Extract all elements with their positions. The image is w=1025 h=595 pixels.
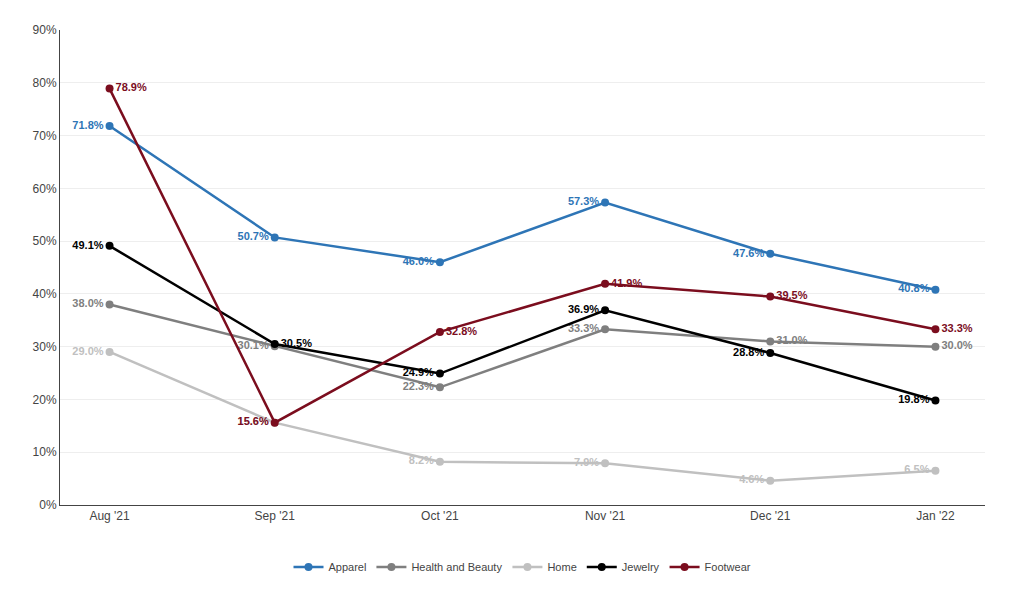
svg-text:90%: 90% bbox=[33, 23, 57, 37]
svg-text:Nov '21: Nov '21 bbox=[585, 509, 626, 523]
svg-text:57.3%: 57.3% bbox=[568, 195, 599, 207]
svg-text:71.8%: 71.8% bbox=[72, 119, 103, 131]
svg-text:30%: 30% bbox=[33, 340, 57, 354]
svg-text:Jan '22: Jan '22 bbox=[916, 509, 955, 523]
svg-text:15.6%: 15.6% bbox=[238, 415, 269, 427]
svg-text:Aug '21: Aug '21 bbox=[89, 509, 130, 523]
svg-text:40.8%: 40.8% bbox=[898, 282, 929, 294]
svg-text:30.0%: 30.0% bbox=[941, 339, 972, 351]
svg-text:50.7%: 50.7% bbox=[238, 230, 269, 242]
svg-text:49.1%: 49.1% bbox=[72, 239, 103, 251]
svg-text:32.8%: 32.8% bbox=[446, 325, 477, 337]
svg-text:41.9%: 41.9% bbox=[611, 277, 642, 289]
svg-text:6.5%: 6.5% bbox=[904, 463, 929, 475]
svg-text:33.3%: 33.3% bbox=[568, 322, 599, 334]
svg-text:30.1%: 30.1% bbox=[238, 339, 269, 351]
svg-text:22.3%: 22.3% bbox=[403, 380, 434, 392]
svg-text:31.0%: 31.0% bbox=[776, 334, 807, 346]
svg-text:78.9%: 78.9% bbox=[116, 81, 147, 93]
svg-text:0%: 0% bbox=[39, 498, 57, 512]
svg-text:20%: 20% bbox=[33, 393, 57, 407]
svg-text:Footwear: Footwear bbox=[705, 561, 751, 573]
svg-text:Apparel: Apparel bbox=[329, 561, 367, 573]
svg-text:8.2%: 8.2% bbox=[409, 454, 434, 466]
svg-text:4.6%: 4.6% bbox=[739, 473, 764, 485]
svg-text:24.9%: 24.9% bbox=[403, 366, 434, 378]
svg-text:Jewelry: Jewelry bbox=[622, 561, 660, 573]
svg-text:50%: 50% bbox=[33, 234, 57, 248]
svg-text:Oct '21: Oct '21 bbox=[421, 509, 459, 523]
svg-text:40%: 40% bbox=[33, 287, 57, 301]
svg-text:Sep '21: Sep '21 bbox=[255, 509, 296, 523]
svg-text:7.9%: 7.9% bbox=[574, 456, 599, 468]
svg-text:15.6%: 15.6% bbox=[238, 415, 269, 427]
svg-text:29.0%: 29.0% bbox=[72, 345, 103, 357]
svg-text:47.6%: 47.6% bbox=[733, 247, 764, 259]
svg-text:80%: 80% bbox=[33, 76, 57, 90]
svg-text:39.5%: 39.5% bbox=[776, 289, 807, 301]
svg-text:36.9%: 36.9% bbox=[568, 303, 599, 315]
svg-text:60%: 60% bbox=[33, 182, 57, 196]
svg-text:70%: 70% bbox=[33, 129, 57, 143]
svg-text:Dec '21: Dec '21 bbox=[750, 509, 791, 523]
svg-text:38.0%: 38.0% bbox=[72, 297, 103, 309]
svg-text:30.5%: 30.5% bbox=[281, 337, 312, 349]
svg-text:10%: 10% bbox=[33, 445, 57, 459]
svg-text:33.3%: 33.3% bbox=[941, 322, 972, 334]
svg-text:Health and Beauty: Health and Beauty bbox=[411, 561, 502, 573]
svg-text:19.8%: 19.8% bbox=[898, 393, 929, 405]
svg-text:28.8%: 28.8% bbox=[733, 346, 764, 358]
svg-text:46.0%: 46.0% bbox=[403, 255, 434, 267]
svg-text:Home: Home bbox=[547, 561, 576, 573]
